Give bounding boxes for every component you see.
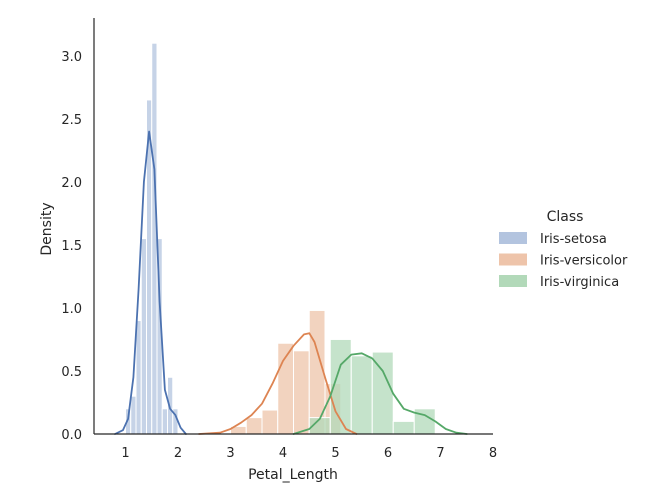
x-tick-label: 4	[279, 446, 287, 461]
y-tick-label: 2.5	[61, 113, 82, 128]
legend-label-iris-virginica: Iris-virginica	[540, 275, 619, 290]
y-tick-label: 2.0	[61, 176, 82, 191]
kde-line-iris-setosa	[114, 130, 187, 435]
y-axis-label: Density	[39, 202, 55, 255]
y-tick-label: 1.0	[61, 302, 82, 317]
bar-iris-setosa-3	[140, 238, 147, 435]
bar-iris-setosa-7	[161, 408, 168, 435]
bar-iris-versicolor-2	[261, 409, 279, 435]
x-tick-label: 1	[121, 446, 129, 461]
y-tick-label: 3.0	[61, 50, 82, 65]
legend-swatch-iris-virginica	[499, 275, 527, 287]
x-tick-label: 3	[226, 446, 234, 461]
x-tick-label: 6	[384, 446, 392, 461]
legend-swatch-iris-versicolor	[499, 253, 527, 266]
x-tick-label: 5	[331, 446, 339, 461]
y-tick-label: 0.5	[61, 365, 82, 380]
x-tick-label: 2	[174, 446, 182, 461]
bar-iris-setosa-5	[151, 42, 158, 435]
bar-iris-virginica-4	[392, 420, 415, 435]
kde-line-iris-virginica	[292, 352, 468, 435]
bar-iris-virginica-2	[350, 355, 373, 435]
bar-iris-virginica-3	[371, 351, 394, 435]
y-tick-label: 1.5	[61, 239, 82, 254]
legend-label-iris-versicolor: Iris-versicolor	[540, 254, 628, 269]
bar-iris-setosa-2	[135, 320, 142, 435]
plot-area	[114, 42, 468, 435]
y-tick-label: 0.0	[61, 428, 82, 443]
axes: 1 2 3 4 5 6 7 8 0.0 0.5 1.0 1.5 2.0 2.5 3.0	[61, 18, 497, 461]
x-axis-label: Petal_Length	[248, 467, 338, 483]
legend-label-iris-setosa: Iris-setosa	[540, 232, 607, 247]
legend-swatch-iris-setosa	[499, 232, 527, 244]
x-tick-label: 7	[436, 446, 444, 461]
legend-title: Class	[547, 209, 584, 225]
bar-iris-versicolor-4	[293, 350, 310, 435]
bar-iris-versicolor-1	[245, 417, 263, 435]
x-tick-label: 8	[489, 446, 497, 461]
bar-iris-setosa-1	[130, 395, 137, 435]
legend: Class Iris-setosa Iris-versicolor Iris-vir…	[499, 209, 628, 290]
